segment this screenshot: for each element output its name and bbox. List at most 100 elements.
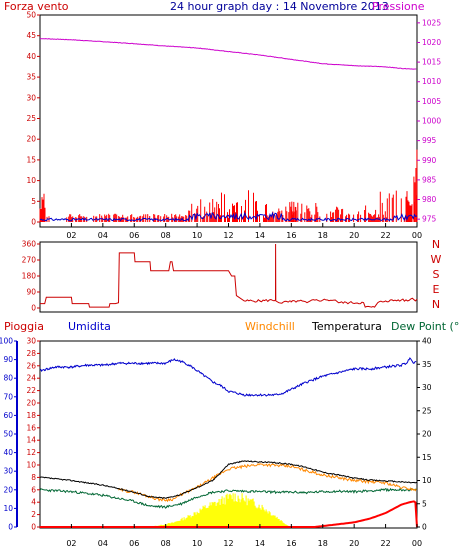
pressure-axis-tick-label: 975 bbox=[422, 215, 437, 224]
rain-axis-tick-label: 26 bbox=[26, 361, 36, 370]
wind-x-tick-label: 18 bbox=[318, 231, 328, 240]
temperature-x-tick-label: 06 bbox=[129, 539, 139, 548]
gust-line bbox=[39, 211, 418, 222]
temperature-axis-tick-label: 20 bbox=[422, 430, 432, 439]
pressure-axis-tick-label: 985 bbox=[422, 175, 437, 184]
rain-axis-tick-label: 4 bbox=[31, 498, 36, 507]
humidity-axis-tick-label: 70 bbox=[3, 392, 13, 401]
compass-label: E bbox=[433, 283, 440, 296]
temperature-x-tick-label: 08 bbox=[161, 539, 171, 548]
direction-axis-tick-label: 270 bbox=[22, 256, 37, 265]
rain-axis-tick-label: 28 bbox=[26, 349, 36, 358]
pressure-axis-tick-label: 1020 bbox=[422, 38, 441, 47]
pressure-label: Pressione bbox=[372, 0, 425, 13]
wind-axis-tick-label: 35 bbox=[26, 73, 36, 82]
compass-label: N bbox=[432, 238, 440, 251]
wind-x-tick-label: 22 bbox=[380, 231, 390, 240]
compass-label: W bbox=[431, 253, 442, 266]
pressure-axis-tick-label: 1005 bbox=[422, 97, 441, 106]
direction-axis-tick-label: 360 bbox=[22, 240, 37, 249]
rain-axis-tick-label: 12 bbox=[26, 448, 36, 457]
windchill-line bbox=[118, 463, 417, 503]
compass-label: S bbox=[433, 268, 440, 281]
wind-x-tick-label: 04 bbox=[98, 231, 108, 240]
temperature-x-tick-label: 20 bbox=[349, 539, 359, 548]
rain-axis-tick-label: 6 bbox=[31, 485, 36, 494]
humidity-axis-tick-label: 60 bbox=[3, 411, 13, 420]
temperature-axis-tick-label: 30 bbox=[422, 383, 432, 392]
humidity-axis-tick-label: 0 bbox=[8, 523, 13, 532]
wind-label: Forza vento bbox=[4, 0, 69, 13]
pressure-axis-tick-label: 1015 bbox=[422, 58, 441, 67]
pressure-axis-tick-label: 995 bbox=[422, 136, 437, 145]
pressure-line bbox=[40, 38, 417, 70]
wind-x-tick-label: 12 bbox=[223, 231, 233, 240]
direction-axis-tick-label: 90 bbox=[26, 288, 36, 297]
wind-x-tick-label: 10 bbox=[192, 231, 202, 240]
temperature-x-tick-label: 16 bbox=[286, 539, 296, 548]
windchill-label: Windchill bbox=[245, 320, 295, 333]
wind-x-tick-label: 14 bbox=[255, 231, 265, 240]
humidity-line bbox=[39, 357, 417, 397]
direction-axis-tick-label: 180 bbox=[22, 272, 37, 281]
wind-axis-tick-label: 0 bbox=[31, 218, 36, 227]
wind-x-tick-label: 02 bbox=[66, 231, 76, 240]
wind-axis-tick-label: 45 bbox=[26, 31, 36, 40]
temperature-x-tick-label: 00 bbox=[412, 539, 422, 548]
wind-axis-tick-label: 40 bbox=[26, 52, 36, 61]
humidity-axis-tick-label: 40 bbox=[3, 448, 13, 457]
rain-axis-tick-label: 30 bbox=[26, 337, 36, 346]
temperature-axis-tick-label: 0 bbox=[422, 523, 427, 532]
wind-axis-tick-label: 30 bbox=[26, 93, 36, 102]
temperature-x-tick-label: 10 bbox=[192, 539, 202, 548]
rain-axis-tick-label: 14 bbox=[26, 436, 36, 445]
compass-label: N bbox=[432, 298, 440, 311]
rain-axis-tick-label: 22 bbox=[26, 386, 36, 395]
humidity-axis-tick-label: 90 bbox=[3, 355, 13, 364]
wind-axis-tick-label: 25 bbox=[26, 114, 36, 123]
wind-axis-tick-label: 5 bbox=[31, 197, 36, 206]
temperature-x-tick-label: 22 bbox=[380, 539, 390, 548]
dewpoint-line bbox=[39, 487, 418, 509]
direction-axis-tick-label: 0 bbox=[31, 304, 36, 313]
direction-panel-frame bbox=[39, 241, 418, 313]
wind-x-tick-label: 20 bbox=[349, 231, 359, 240]
pressure-axis-tick-label: 1000 bbox=[422, 117, 441, 126]
temperature-axis-tick-label: 15 bbox=[422, 453, 432, 462]
pressure-axis-tick-label: 1010 bbox=[422, 77, 441, 86]
rain-axis-tick-label: 2 bbox=[31, 510, 36, 519]
wind-x-tick-label: 00 bbox=[412, 231, 422, 240]
temperature-label: Temperatura bbox=[311, 320, 382, 333]
temperature-axis-tick-label: 5 bbox=[422, 499, 427, 508]
wind-axis-tick-label: 15 bbox=[26, 155, 36, 164]
temperature-axis-tick-label: 25 bbox=[422, 406, 432, 415]
rain-axis-tick-label: 16 bbox=[26, 423, 36, 432]
humidity-axis-tick-label: 80 bbox=[3, 374, 13, 383]
humidity-axis-tick-label: 30 bbox=[3, 467, 13, 476]
humidity-axis-tick-label: 50 bbox=[3, 430, 13, 439]
temperature-x-tick-label: 02 bbox=[66, 539, 76, 548]
humidity-axis-tick-label: 20 bbox=[3, 485, 13, 494]
rain-axis-tick-label: 10 bbox=[26, 461, 36, 470]
chart-title: 24 hour graph day : 14 Novembre 2013 bbox=[170, 0, 389, 13]
humidity-label: Umidita bbox=[68, 320, 111, 333]
temperature-x-tick-label: 18 bbox=[318, 539, 328, 548]
rain-label: Pioggia bbox=[4, 320, 44, 333]
humidity-axis-tick-label: 10 bbox=[3, 504, 13, 513]
rain-axis-tick-label: 0 bbox=[31, 523, 36, 532]
wind-panel-frame bbox=[39, 14, 418, 228]
temperature-axis-tick-label: 35 bbox=[422, 360, 432, 369]
temperature-x-tick-label: 14 bbox=[255, 539, 265, 548]
pressure-axis-tick-label: 990 bbox=[422, 156, 437, 165]
direction-line bbox=[40, 243, 418, 308]
rain-axis-tick-label: 8 bbox=[31, 473, 36, 482]
wind-x-tick-label: 16 bbox=[286, 231, 296, 240]
pressure-axis-tick-label: 980 bbox=[422, 195, 437, 204]
temperature-panel-frame bbox=[39, 340, 418, 529]
wind-x-tick-label: 08 bbox=[161, 231, 171, 240]
rain-axis-tick-label: 24 bbox=[26, 374, 36, 383]
pressure-axis-tick-label: 1025 bbox=[422, 18, 441, 27]
